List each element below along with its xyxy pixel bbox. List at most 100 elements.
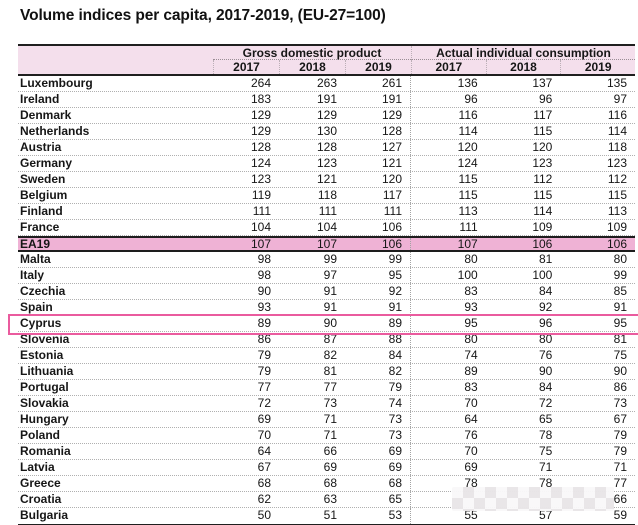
cell-aic-2017: 70 [464, 444, 478, 458]
cell-aic-2019: 80 [613, 252, 628, 266]
cell-gdp-2017: 79 [257, 364, 271, 378]
country-label: Portugal [20, 380, 69, 394]
cell-aic-2018: 84 [538, 380, 553, 394]
table-row-slovakia: Slovakia 72 73 74 70 72 73 [18, 396, 635, 412]
volume-indices-table: Gross domestic product Actual individual… [18, 44, 635, 525]
cell-gdp-2018: 123 [316, 156, 337, 170]
table-row-germany: Germany 124 123 121 124 123 123 [18, 156, 635, 172]
cell-aic-2017: 70 [464, 396, 478, 410]
cell-gdp-2017: 124 [250, 156, 271, 170]
country-label: France [20, 220, 60, 234]
cell-gdp-2017: 50 [257, 508, 271, 522]
country-label: Estonia [20, 348, 64, 362]
country-label: Belgium [20, 188, 68, 202]
cell-gdp-2017: 79 [257, 348, 271, 362]
cell-gdp-2019: 73 [345, 428, 411, 443]
cell-aic-2019: 123 [606, 156, 628, 170]
cell-gdp-2017: 98 [257, 268, 271, 282]
cell-aic-2019: 79 [613, 444, 628, 458]
table-row-lithuania: Lithuania 79 81 82 89 90 90 [18, 364, 635, 380]
cell-gdp-2018: 73 [323, 396, 337, 410]
cell-gdp-2017: 77 [257, 380, 271, 394]
cell-aic-2017: 111 [459, 220, 478, 234]
country-label: Latvia [20, 460, 55, 474]
cell-aic-2019: 71 [613, 460, 628, 474]
table-row-malta: Malta 98 99 99 80 81 80 [18, 252, 635, 268]
column-group-aic-label: Actual individual consumption [411, 46, 635, 60]
table-row-italy: Italy 98 97 95 100 100 99 [18, 268, 635, 284]
cell-aic-2018: 72 [538, 396, 553, 410]
table-row-ireland: Ireland 183 191 191 96 96 97 [18, 92, 635, 108]
cell-aic-2019: 77 [613, 476, 628, 490]
cell-gdp-2017: 129 [250, 108, 271, 122]
table-row-estonia: Estonia 79 82 84 74 76 75 [18, 348, 635, 364]
cell-aic-2017: 136 [457, 76, 478, 90]
country-label: Bulgaria [20, 508, 69, 522]
year-header-aic-2017: 2017 [411, 60, 486, 74]
country-label: Hungary [20, 412, 69, 426]
table-row-spain: Spain 93 91 91 93 92 91 [18, 300, 635, 316]
cell-aic-2018: 112 [533, 172, 553, 186]
cell-aic-2018: 76 [538, 348, 553, 362]
table-row-romania: Romania 64 66 69 70 75 79 [18, 444, 635, 460]
cell-aic-2017: 78 [464, 476, 478, 490]
country-label: Spain [20, 300, 53, 314]
cell-gdp-2018: 111 [318, 204, 337, 218]
cell-gdp-2019: 79 [345, 380, 411, 395]
cell-gdp-2017: 111 [252, 204, 271, 218]
cell-aic-2019: 66 [613, 492, 628, 506]
cell-gdp-2018: 87 [323, 332, 337, 346]
cell-aic-2018: 117 [533, 108, 553, 122]
cell-gdp-2019: 111 [345, 204, 411, 219]
cell-aic-2019: 109 [606, 220, 628, 234]
table-row-austria: Austria 128 128 127 120 120 118 [18, 140, 635, 156]
country-label: Poland [20, 428, 61, 442]
cell-gdp-2019: 106 [345, 238, 411, 250]
cell-gdp-2018: 90 [323, 316, 337, 330]
cell-gdp-2019: 88 [345, 332, 411, 347]
cell-gdp-2018: 81 [323, 364, 337, 378]
cell-aic-2018: 100 [532, 268, 553, 282]
cell-gdp-2018: 118 [317, 188, 337, 202]
cell-gdp-2017: 123 [250, 172, 271, 186]
cell-gdp-2018: 77 [323, 380, 337, 394]
cell-aic-2018: 137 [532, 76, 553, 90]
cell-aic-2017: 107 [457, 237, 478, 251]
cell-aic-2019: 99 [613, 268, 628, 282]
cell-aic-2019: 135 [606, 76, 628, 90]
cell-gdp-2018: 191 [316, 92, 337, 106]
cell-gdp-2018: 129 [316, 108, 337, 122]
table-row-latvia: Latvia 67 69 69 69 71 71 [18, 460, 635, 476]
cell-gdp-2019: 92 [345, 284, 411, 299]
cell-gdp-2019: 69 [345, 444, 411, 459]
cell-aic-2019: 85 [613, 284, 628, 298]
table-row-netherlands: Netherlands 129 130 128 114 115 114 [18, 124, 635, 140]
cell-aic-2019: 112 [607, 172, 628, 186]
cell-aic-2017: 74 [464, 348, 478, 362]
cell-aic-2018: 90 [538, 364, 553, 378]
cell-gdp-2019: 261 [345, 76, 411, 91]
cell-aic-2017: 115 [458, 172, 478, 186]
table-row-luxembourg: Luxembourg 264 263 261 136 137 135 [18, 76, 635, 92]
cell-aic-2018: 96 [538, 92, 553, 106]
cell-aic-2018: 81 [538, 252, 553, 266]
table-row-czechia: Czechia 90 91 92 83 84 85 [18, 284, 635, 300]
cell-aic-2018: 92 [538, 300, 553, 314]
pixelated-censor-patch [452, 487, 614, 511]
country-label: Finland [20, 204, 63, 218]
table-row-slovenia: Slovenia 86 87 88 80 80 81 [18, 332, 635, 348]
country-label: Austria [20, 140, 62, 154]
country-label: Slovakia [20, 396, 69, 410]
country-label: Netherlands [20, 124, 90, 138]
header-year-row: 2017 2018 2019 2017 2018 2019 [18, 60, 635, 74]
cell-gdp-2017: 129 [250, 124, 271, 138]
cell-aic-2019: 67 [613, 412, 628, 426]
page-title: Volume indices per capita, 2017-2019, (E… [20, 7, 386, 24]
cell-aic-2018: 114 [533, 204, 553, 218]
cell-aic-2017: 69 [464, 460, 478, 474]
cell-aic-2017: 115 [458, 188, 478, 202]
cell-gdp-2019: 69 [345, 460, 411, 475]
country-label: Czechia [20, 284, 66, 298]
cell-aic-2018: 84 [538, 284, 553, 298]
